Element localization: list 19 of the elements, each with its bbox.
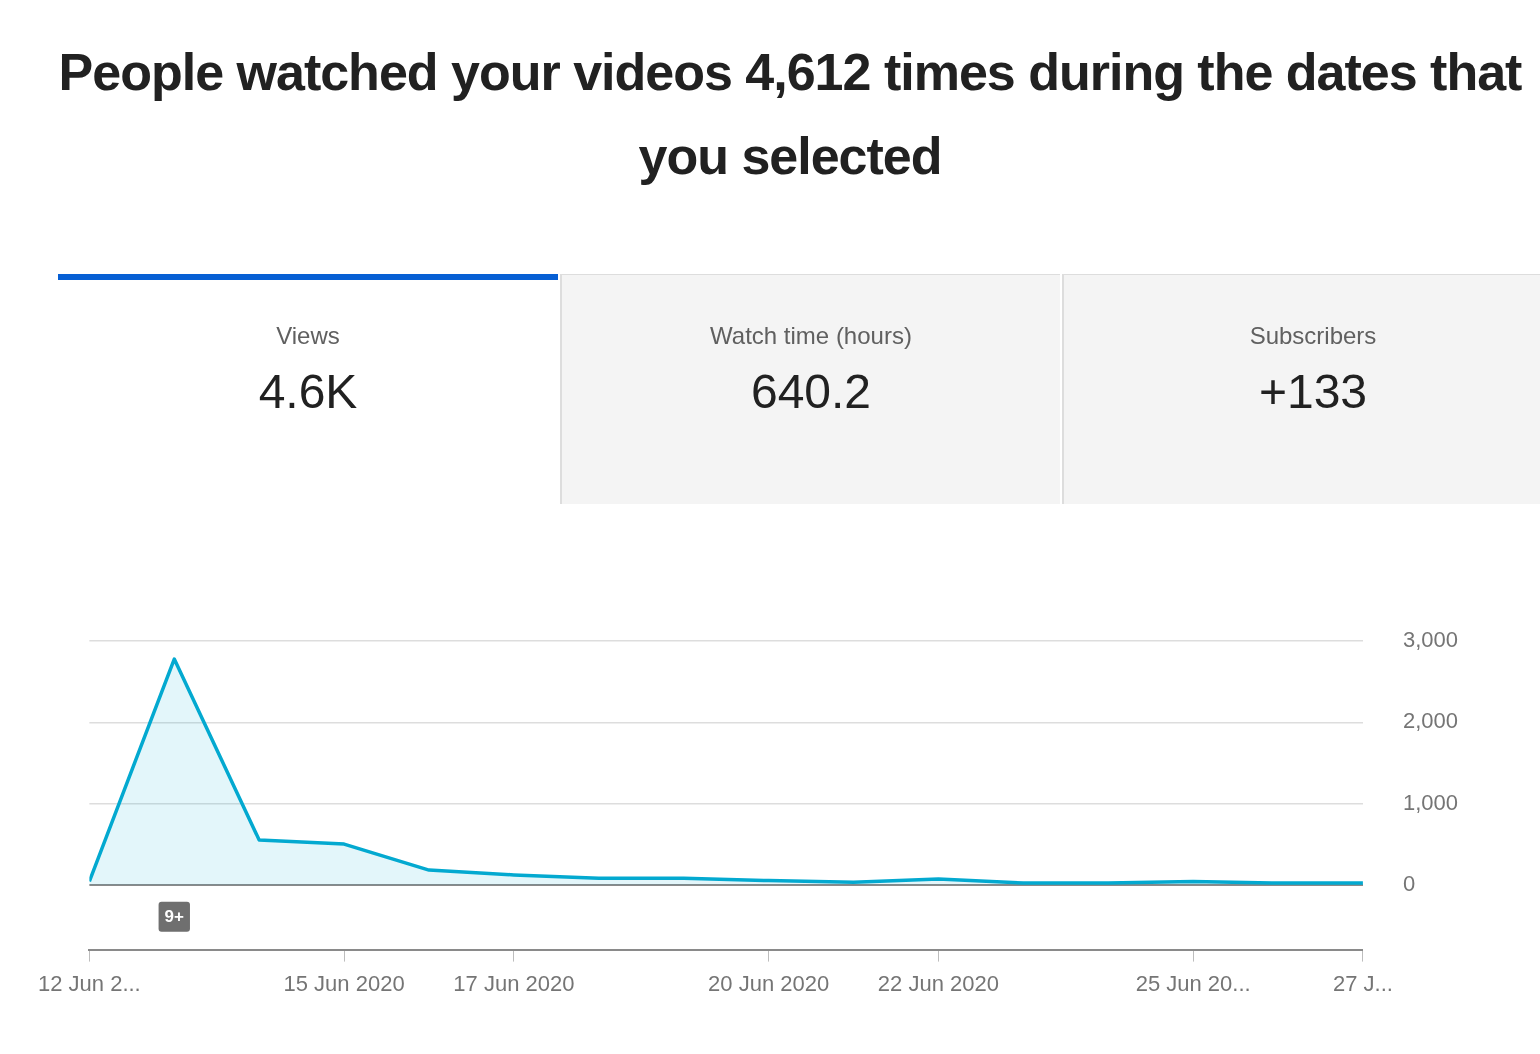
y-tick-label: 3,000 bbox=[1402, 627, 1459, 653]
x-tick-label: 17 Jun 2020 bbox=[453, 970, 575, 996]
chart-title: People watched your videos 4,612 times during the dates that you selected bbox=[57, 42, 1523, 187]
text: +133 bbox=[1257, 364, 1369, 419]
y-tick-label: 0 bbox=[1402, 870, 1416, 896]
y-tick-label: 2,000 bbox=[1402, 708, 1459, 734]
text: Views bbox=[275, 322, 341, 350]
text: Subscribers bbox=[1248, 322, 1378, 350]
x-tick-label: 15 Jun 2020 bbox=[283, 970, 405, 996]
x-tick-label: 20 Jun 2020 bbox=[708, 970, 830, 996]
x-tick-label: 22 Jun 2020 bbox=[877, 970, 999, 996]
text: Watch time (hours) bbox=[709, 322, 913, 350]
annotation: 9+ bbox=[164, 907, 185, 927]
x-tick-label: 12 Jun 2... bbox=[37, 970, 141, 996]
text: 640.2 bbox=[749, 364, 873, 419]
text: 4.6K bbox=[257, 364, 359, 419]
y-tick-label: 1,000 bbox=[1402, 789, 1459, 815]
x-tick-label: 25 Jun 20... bbox=[1135, 970, 1251, 996]
x-tick-label: 27 J... bbox=[1332, 970, 1393, 996]
